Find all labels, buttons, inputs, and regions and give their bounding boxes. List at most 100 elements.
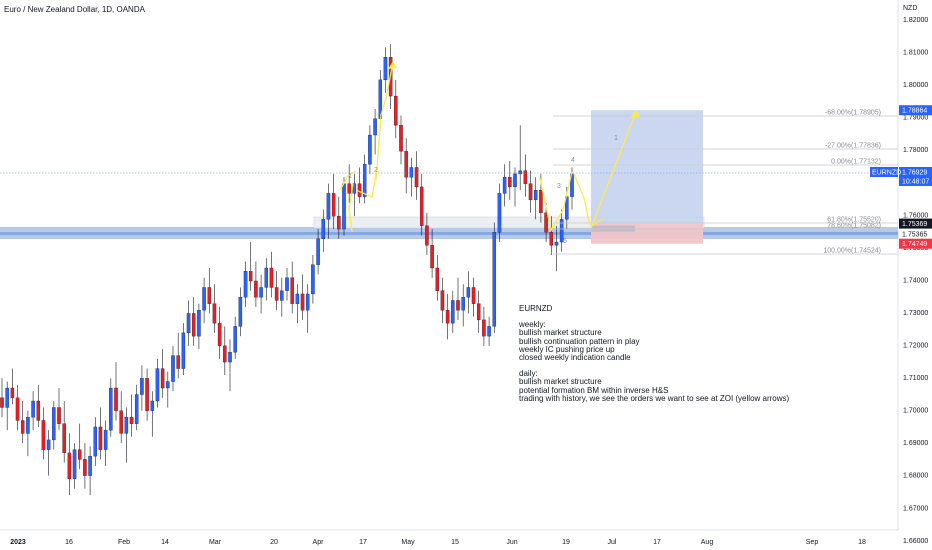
candle (352, 173, 357, 217)
entry-price-tag-text: 1.75369 (902, 221, 927, 228)
time-axis[interactable]: 2023 16 Feb 14 Mar 20 Apr 17 May 15 Jun 19 Jul 17 Aug S… (10, 539, 866, 546)
candle (492, 222, 497, 333)
candle-body (83, 459, 87, 476)
wave-label: 3 (557, 183, 561, 190)
candle-body (72, 449, 77, 479)
zone-price-tag-bg (899, 229, 932, 239)
candle-body (419, 186, 424, 226)
candle (88, 446, 92, 496)
price-tick-label: 1.76000 (903, 212, 928, 219)
wave-arrow (375, 62, 394, 181)
candle-body (445, 310, 450, 324)
candle (466, 271, 471, 314)
candle-body (316, 238, 320, 265)
candle-body (129, 417, 134, 424)
candle (140, 365, 144, 411)
candle (145, 368, 149, 421)
candle (533, 177, 538, 220)
candle (383, 47, 388, 93)
time-tick-label: 18 (858, 539, 866, 546)
overlays-layer: -68.00%(1.78905) -27.00%(1.77836) 0.00%(1.… (0, 61, 898, 255)
candle-body (254, 280, 258, 298)
candle (202, 277, 206, 324)
price-tick-label: 1.79000 (903, 115, 928, 122)
candle-body (549, 232, 554, 246)
candle-body (171, 355, 175, 382)
candle-body (98, 426, 103, 450)
stop-price-tag-bg (899, 238, 932, 249)
candle-body (280, 290, 284, 301)
candle (430, 229, 434, 278)
candle (176, 332, 180, 379)
candle (362, 154, 367, 204)
candle (93, 417, 98, 466)
candle-body (414, 167, 419, 188)
candle (264, 258, 269, 301)
candle (166, 371, 170, 408)
candle (409, 157, 414, 197)
candle-body (243, 271, 248, 298)
candle (482, 306, 486, 346)
time-tick-label: 19 (562, 539, 570, 546)
candle (67, 433, 72, 496)
candle (554, 225, 559, 272)
candle (274, 271, 279, 311)
price-tick-label: 1.73000 (903, 310, 928, 317)
candle-body (311, 264, 315, 295)
candle-body (114, 387, 118, 411)
candle (269, 251, 274, 298)
price-axis[interactable]: 1.820001.810001.800001.790001.780001.770… (903, 17, 928, 545)
price-tick-label: 1.66000 (903, 538, 928, 545)
candle (114, 362, 118, 421)
candle (150, 391, 155, 437)
candle-body (176, 355, 180, 369)
candle-body (15, 397, 20, 421)
candle (461, 284, 465, 327)
candle-body (212, 303, 217, 324)
candle-body (476, 303, 481, 321)
symbol-tag-bg (870, 166, 898, 177)
candle (471, 277, 476, 317)
annotation-line: bullish continuation pattern in play (519, 336, 640, 346)
candle (217, 306, 222, 359)
trade-annotation[interactable]: EURNZD weekly: bullish market structure bul… (519, 304, 789, 403)
candle-body (492, 232, 497, 327)
candle (280, 277, 284, 317)
candle-body (435, 267, 440, 291)
candle (191, 297, 196, 346)
candles-layer (0, 44, 574, 496)
price-tick-label: 1.68000 (903, 473, 928, 480)
candle-body (285, 277, 289, 291)
time-tick-label: Aug (701, 539, 714, 546)
candle-body (103, 430, 108, 450)
candle-body (342, 183, 346, 230)
candle (26, 410, 30, 457)
target-price-tag-bg (899, 105, 932, 116)
zone-price-tag-text: 1.75365 (902, 232, 927, 239)
candle (487, 316, 491, 346)
candle-body (41, 420, 46, 450)
annotation-line: bullish market structure (519, 328, 602, 338)
candle (83, 443, 87, 489)
candle-body (362, 164, 367, 197)
candle-body (160, 368, 165, 389)
candle-body (10, 387, 15, 398)
candle-body (181, 332, 186, 369)
candle (316, 229, 320, 275)
price-tags: 1.78864 1.76929 10:48:07 1.75369 1.75365 1.74… (870, 105, 932, 249)
candle-body (539, 189, 543, 214)
entry-price-tag: 1.75369 (899, 218, 932, 229)
candle-body (440, 290, 445, 311)
candle (331, 173, 336, 230)
candle-body (482, 319, 486, 337)
time-tick-label: 15 (451, 539, 459, 546)
candle (109, 378, 113, 437)
candle (52, 400, 56, 450)
target-price-tag: 1.78864 (899, 105, 932, 116)
candle (399, 115, 403, 165)
candle-body (140, 378, 144, 395)
annotation-line: weekly: (519, 320, 546, 330)
candle (518, 125, 522, 191)
candle (233, 316, 237, 359)
